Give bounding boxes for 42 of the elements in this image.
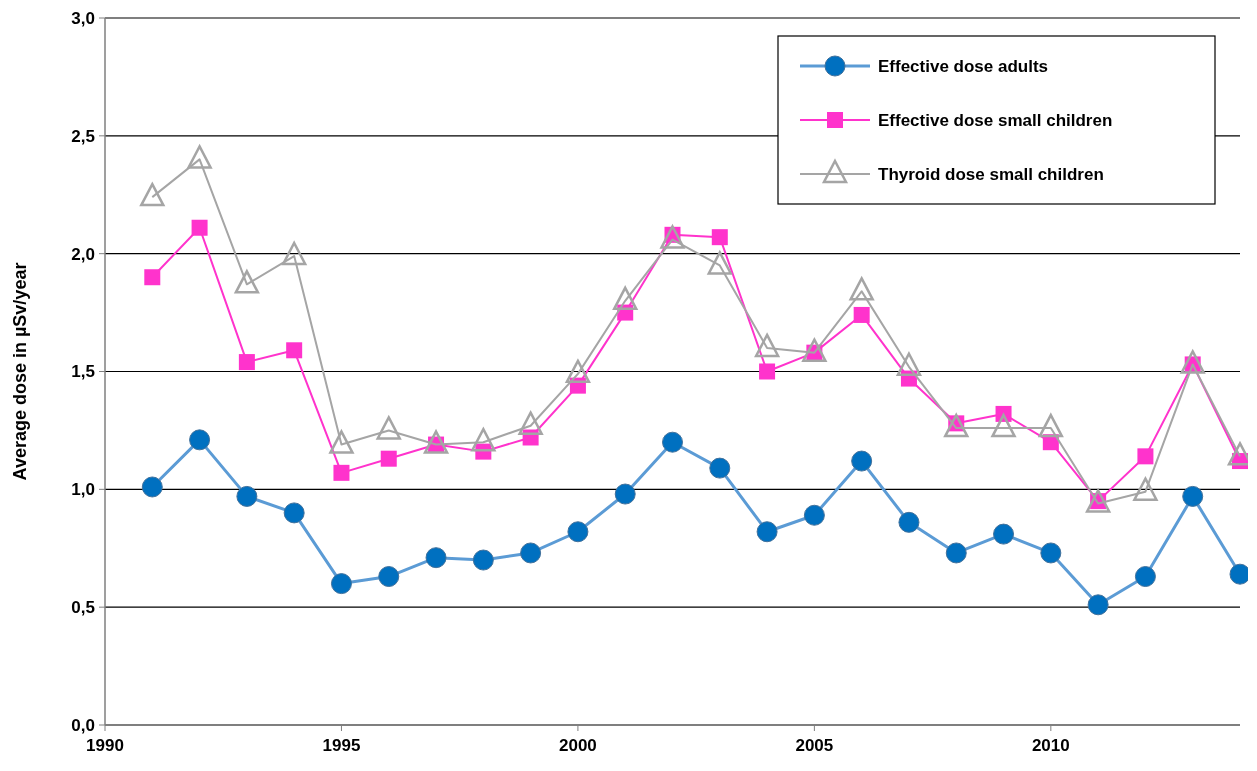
- point: [1180, 350, 1205, 374]
- x-tick-label: 2010: [1031, 736, 1070, 755]
- point: [1038, 413, 1064, 438]
- point: [380, 450, 397, 467]
- y-tick-label: 3,0: [71, 8, 95, 28]
- point: [802, 338, 827, 362]
- legend-label: Thyroid dose small children: [878, 164, 1104, 184]
- point: [281, 241, 307, 266]
- x-tick-label: 1990: [86, 736, 124, 755]
- point: [565, 359, 591, 384]
- point: [234, 270, 260, 294]
- y-tick-label: 2,5: [71, 126, 95, 146]
- point: [191, 219, 208, 236]
- point: [376, 416, 401, 440]
- point: [944, 413, 969, 438]
- y-axis-title: Average dose in µSv/year: [10, 262, 30, 481]
- point: [660, 225, 685, 249]
- legend-label: Effective dose adults: [878, 56, 1049, 76]
- y-tick-label: 1,5: [71, 362, 95, 382]
- point: [896, 352, 922, 377]
- point: [1137, 448, 1154, 465]
- point: [333, 464, 350, 481]
- point: [853, 306, 870, 323]
- point: [140, 182, 165, 207]
- point: [991, 413, 1016, 438]
- point: [707, 251, 733, 275]
- point: [187, 145, 212, 169]
- point: [286, 342, 303, 359]
- point: [144, 269, 161, 286]
- x-tick-label: 2000: [559, 736, 597, 755]
- point: [754, 333, 780, 358]
- point: [759, 363, 776, 380]
- point: [612, 286, 638, 311]
- y-tick-label: 2,0: [71, 244, 95, 264]
- y-tick-label: 0,5: [71, 598, 95, 618]
- point: [238, 354, 255, 371]
- y-tick-label: 0,0: [71, 715, 95, 735]
- x-tick-label: 1995: [322, 736, 361, 755]
- legend-label: Effective dose small children: [878, 110, 1113, 130]
- y-tick-label: 1,0: [71, 480, 95, 500]
- x-tick-label: 2005: [795, 736, 834, 755]
- point: [849, 277, 874, 301]
